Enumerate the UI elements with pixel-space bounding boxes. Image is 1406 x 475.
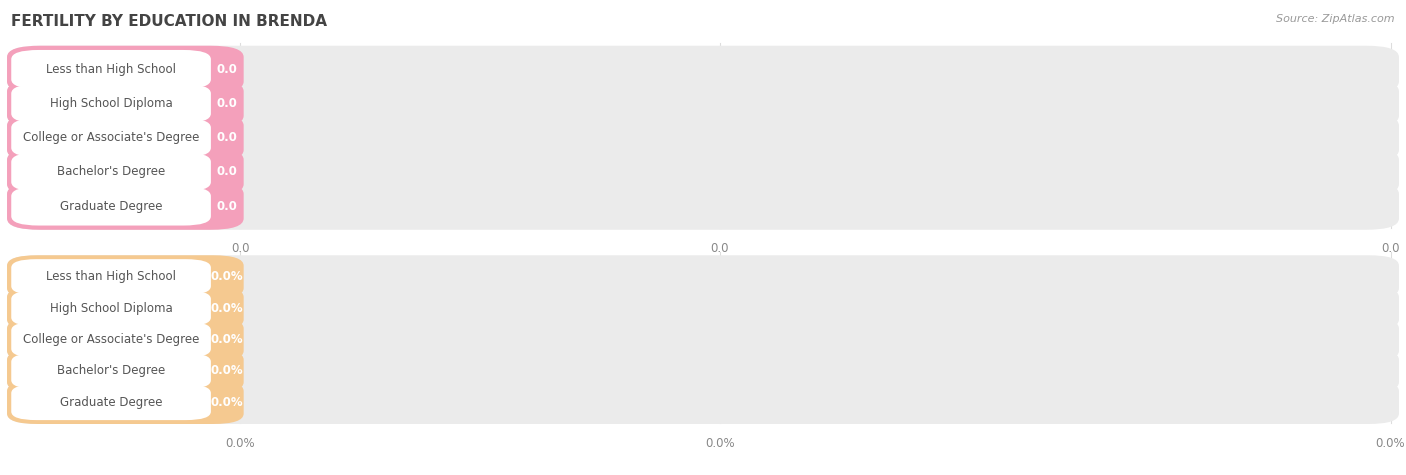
FancyBboxPatch shape xyxy=(11,322,211,357)
FancyBboxPatch shape xyxy=(7,148,243,196)
FancyBboxPatch shape xyxy=(7,255,243,299)
Text: Bachelor's Degree: Bachelor's Degree xyxy=(58,364,165,378)
FancyBboxPatch shape xyxy=(7,46,1399,93)
Text: 0.0: 0.0 xyxy=(217,97,238,110)
FancyBboxPatch shape xyxy=(7,255,1399,299)
FancyBboxPatch shape xyxy=(7,114,243,162)
Text: Graduate Degree: Graduate Degree xyxy=(60,200,162,213)
FancyBboxPatch shape xyxy=(11,353,211,389)
Text: 0.0: 0.0 xyxy=(217,200,238,213)
Text: 0.0: 0.0 xyxy=(710,242,730,255)
FancyBboxPatch shape xyxy=(11,118,211,157)
Text: 0.0: 0.0 xyxy=(217,131,238,144)
FancyBboxPatch shape xyxy=(11,259,211,294)
Text: 0.0: 0.0 xyxy=(217,63,238,76)
FancyBboxPatch shape xyxy=(7,182,243,230)
FancyBboxPatch shape xyxy=(7,349,1399,393)
Text: High School Diploma: High School Diploma xyxy=(49,97,173,110)
Text: 0.0%: 0.0% xyxy=(211,302,243,315)
Text: 0.0%: 0.0% xyxy=(225,437,256,450)
Text: FERTILITY BY EDUCATION IN BRENDA: FERTILITY BY EDUCATION IN BRENDA xyxy=(11,14,328,29)
FancyBboxPatch shape xyxy=(7,182,1399,230)
Text: Bachelor's Degree: Bachelor's Degree xyxy=(58,165,165,179)
Text: 0.0: 0.0 xyxy=(231,242,250,255)
FancyBboxPatch shape xyxy=(11,187,211,226)
FancyBboxPatch shape xyxy=(7,318,1399,361)
FancyBboxPatch shape xyxy=(7,46,243,93)
FancyBboxPatch shape xyxy=(7,148,1399,196)
Text: College or Associate's Degree: College or Associate's Degree xyxy=(22,333,200,346)
Text: 0.0%: 0.0% xyxy=(1375,437,1406,450)
FancyBboxPatch shape xyxy=(7,286,243,330)
FancyBboxPatch shape xyxy=(7,380,1399,424)
FancyBboxPatch shape xyxy=(7,80,1399,127)
FancyBboxPatch shape xyxy=(11,291,211,326)
FancyBboxPatch shape xyxy=(7,349,243,393)
Text: High School Diploma: High School Diploma xyxy=(49,302,173,315)
Text: 0.0: 0.0 xyxy=(1381,242,1400,255)
FancyBboxPatch shape xyxy=(7,380,243,424)
Text: 0.0: 0.0 xyxy=(217,165,238,179)
FancyBboxPatch shape xyxy=(11,84,211,123)
Text: 0.0%: 0.0% xyxy=(704,437,735,450)
Text: Graduate Degree: Graduate Degree xyxy=(60,396,162,409)
FancyBboxPatch shape xyxy=(11,385,211,420)
Text: 0.0%: 0.0% xyxy=(211,270,243,284)
Text: 0.0%: 0.0% xyxy=(211,396,243,409)
Text: 0.0%: 0.0% xyxy=(211,364,243,378)
Text: Source: ZipAtlas.com: Source: ZipAtlas.com xyxy=(1277,14,1395,24)
FancyBboxPatch shape xyxy=(7,114,1399,162)
FancyBboxPatch shape xyxy=(7,318,243,361)
Text: Less than High School: Less than High School xyxy=(46,270,176,284)
Text: Less than High School: Less than High School xyxy=(46,63,176,76)
FancyBboxPatch shape xyxy=(7,80,243,127)
FancyBboxPatch shape xyxy=(7,286,1399,330)
FancyBboxPatch shape xyxy=(11,152,211,191)
Text: College or Associate's Degree: College or Associate's Degree xyxy=(22,131,200,144)
Text: 0.0%: 0.0% xyxy=(211,333,243,346)
FancyBboxPatch shape xyxy=(11,50,211,89)
